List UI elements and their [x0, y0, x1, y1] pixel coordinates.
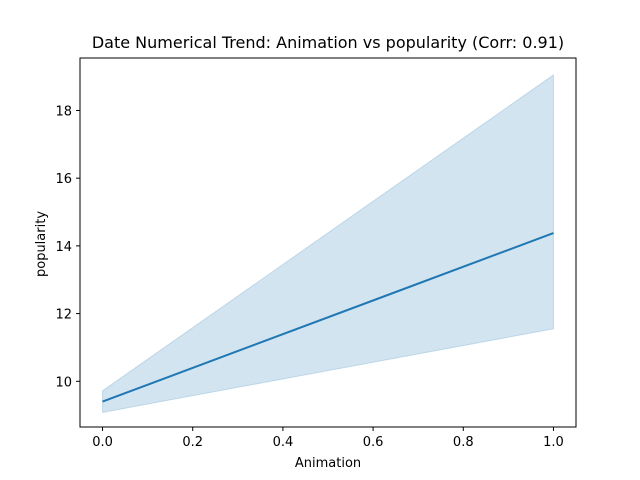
x-axis-label: Animation [295, 456, 361, 471]
x-tick-label: 0.4 [273, 435, 294, 450]
axes: 0.0 0.2 0.4 0.6 0.8 1.0 10 12 14 16 18 [55, 57, 577, 450]
y-tick-label: 16 [55, 172, 72, 187]
x-tick-label: 0.6 [363, 435, 384, 450]
x-tick-label: 0.0 [92, 435, 113, 450]
trend-line [102, 232, 554, 403]
chart-title: Date Numerical Trend: Animation vs popul… [92, 33, 564, 52]
y-tick-label: 14 [55, 240, 72, 255]
axes-frame [79, 57, 577, 428]
y-tick-label: 12 [55, 308, 72, 323]
x-tick-label: 1.0 [543, 435, 564, 450]
confidence-band [102, 73, 554, 414]
x-tick-label: 0.8 [453, 435, 474, 450]
y-tick-label: 18 [55, 104, 72, 119]
y-axis-label: popularity [34, 211, 49, 277]
y-tick-label: 10 [55, 375, 72, 390]
x-tick-label: 0.2 [182, 435, 203, 450]
plot-area [102, 73, 554, 414]
